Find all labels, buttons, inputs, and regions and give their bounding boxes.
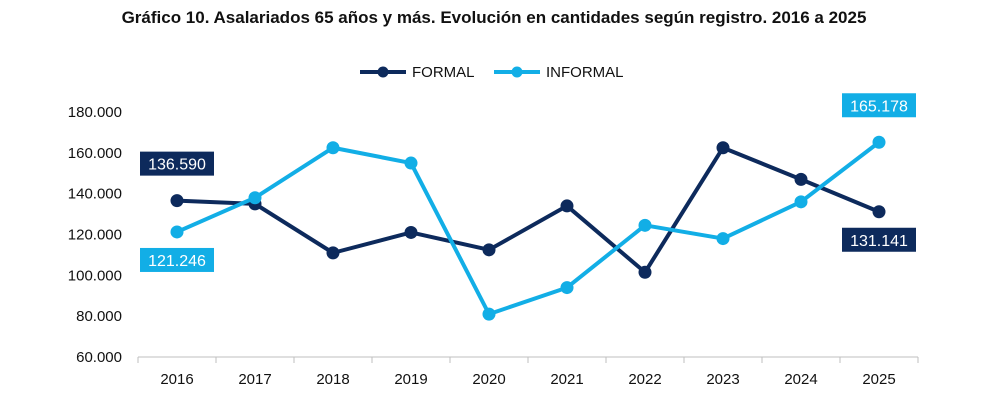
data-label-box	[140, 247, 214, 272]
data-point-formal	[482, 243, 496, 257]
data-label-box	[842, 227, 916, 252]
legend-swatch-marker	[377, 66, 389, 78]
data-point-formal	[326, 246, 340, 260]
data-point-formal	[794, 172, 808, 186]
data-point-formal	[560, 199, 574, 213]
legend-swatch-marker	[511, 66, 523, 78]
x-tick-label: 2021	[550, 371, 583, 388]
data-label: 131.141	[850, 233, 908, 250]
y-tick-label: 60.000	[76, 349, 122, 366]
x-tick-label: 2018	[316, 371, 349, 388]
data-point-informal	[638, 218, 652, 232]
x-tick-label: 2016	[160, 371, 193, 388]
x-tick-label: 2019	[394, 371, 427, 388]
x-tick-label: 2025	[862, 371, 895, 388]
x-tick-label: 2022	[628, 371, 661, 388]
data-point-informal	[404, 156, 418, 170]
data-point-informal	[716, 232, 730, 246]
data-point-informal	[326, 141, 340, 155]
y-tick-label: 160.000	[68, 145, 122, 162]
series-line-informal	[175, 140, 881, 317]
x-tick-label: 2017	[238, 371, 271, 388]
series-line-formal	[175, 145, 881, 275]
data-label: 121.246	[148, 253, 206, 270]
data-point-informal	[794, 195, 808, 209]
data-label: 165.178	[850, 98, 908, 115]
x-tick-label: 2024	[784, 371, 817, 388]
data-point-formal	[170, 194, 184, 208]
data-point-formal	[872, 205, 886, 219]
data-point-informal	[560, 281, 574, 295]
data-label-box	[140, 151, 214, 176]
y-tick-label: 140.000	[68, 186, 122, 203]
data-label-box	[842, 93, 916, 118]
legend-label: FORMAL	[412, 64, 475, 81]
data-point-formal	[716, 141, 730, 155]
legend-label: INFORMAL	[546, 64, 624, 81]
x-tick-label: 2020	[472, 371, 505, 388]
data-point-informal	[170, 225, 184, 239]
y-tick-label: 80.000	[76, 308, 122, 325]
data-point-informal	[248, 191, 262, 205]
data-point-formal	[638, 265, 652, 279]
data-label: 136.590	[148, 157, 206, 174]
data-point-formal	[404, 225, 418, 239]
data-point-informal	[482, 307, 496, 321]
x-tick-label: 2023	[706, 371, 739, 388]
y-tick-label: 100.000	[68, 267, 122, 284]
data-point-informal	[872, 135, 886, 149]
y-tick-label: 120.000	[68, 227, 122, 244]
y-tick-label: 180.000	[68, 104, 122, 121]
chart-title: Gráfico 10. Asalariados 65 años y más. E…	[121, 8, 867, 27]
